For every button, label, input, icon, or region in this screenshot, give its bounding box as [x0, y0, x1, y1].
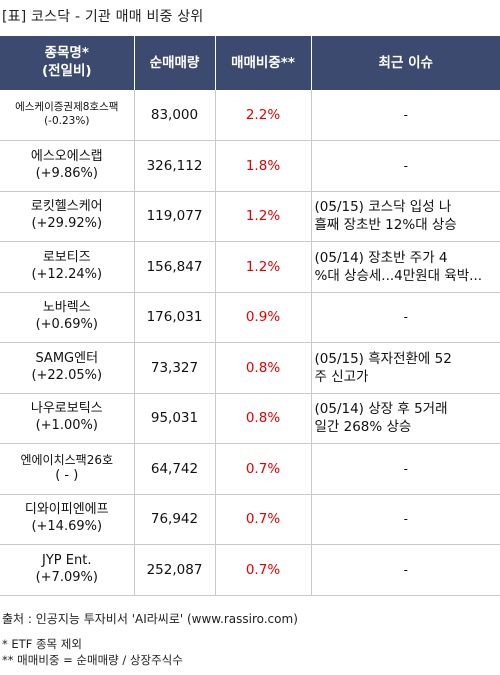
net-volume: 73,327 — [134, 342, 216, 394]
stock-name: 에스오에스랩 — [30, 148, 103, 164]
net-volume: 64,742 — [134, 443, 216, 495]
table-row: 엔에이치스팩26호 ( - ) 64,742 0.7% - — [0, 443, 500, 495]
trading-ratio: 1.2% — [215, 191, 312, 242]
issue-line-2: 주 신고가 — [314, 368, 369, 385]
recent-issue: (05/14) 장초반 주가 4 %대 상승세...4만원대 육박... — [311, 241, 500, 293]
stock-name: SAMG엔터 — [35, 350, 99, 366]
recent-issue: (05/15) 코스닥 입성 나 흘째 장초반 12%대 상승 — [311, 191, 500, 242]
stock-change: (+29.92%) — [31, 216, 103, 232]
page-title: [표] 코스닥 - 기관 매매 비중 상위 — [2, 9, 204, 25]
trading-ratio: 0.8% — [215, 393, 312, 444]
stock-name: JYP Ent. — [42, 552, 92, 568]
trading-ratio: 0.8% — [215, 342, 312, 394]
recent-issue: (05/14) 상장 후 5거래 일간 268% 상승 — [311, 393, 500, 444]
stock-name-cell: 엔에이치스팩26호 ( - ) — [0, 443, 135, 495]
recent-issue: - — [311, 292, 500, 343]
net-volume: 156,847 — [134, 241, 216, 293]
net-volume: 76,942 — [134, 494, 216, 545]
table-row: 에스케이증권제8호스팩 (-0.23%) 83,000 2.2% - — [0, 90, 500, 141]
trading-ratio: 2.2% — [215, 90, 312, 141]
stock-name: 나우로보틱스 — [30, 401, 103, 417]
stock-name-cell: 에스오에스랩 (+9.86%) — [0, 140, 135, 192]
net-volume: 83,000 — [134, 90, 216, 141]
stock-name-cell: 로킷헬스케어 (+29.92%) — [0, 191, 135, 242]
footnote-etf: * ETF 종목 제외 — [2, 637, 82, 651]
stock-name-cell: 에스케이증권제8호스팩 (-0.23%) — [0, 90, 135, 141]
institution-trading-table: 종목명* (전일비) 순매매량 매매비중** 최근 이슈 에스케이증권제8호스팩… — [0, 36, 500, 596]
footnote-ratio: ** 매매비중 = 순매매량 / 상장주식수 — [2, 653, 183, 667]
header-stock-name: 종목명* (전일비) — [0, 36, 135, 90]
recent-issue: (05/15) 흑자전환에 52 주 신고가 — [311, 342, 500, 394]
issue-line-1: (05/15) 흑자전환에 52 — [314, 350, 452, 367]
trading-ratio: 0.9% — [215, 292, 312, 343]
trading-ratio: 1.8% — [215, 140, 312, 192]
header-stock-name-line1: 종목명* — [44, 45, 89, 62]
net-volume: 176,031 — [134, 292, 216, 343]
stock-name-cell: JYP Ent. (+7.09%) — [0, 544, 135, 596]
issue-line-1: (05/14) 상장 후 5거래 — [314, 401, 448, 418]
issue-line-1: - — [403, 512, 408, 527]
header-stock-name-line2: (전일비) — [41, 63, 92, 79]
stock-name: 에스케이증권제8호스팩 — [15, 101, 119, 114]
recent-issue: - — [311, 443, 500, 495]
recent-issue: - — [311, 140, 500, 192]
stock-name: 로킷헬스케어 — [30, 199, 103, 215]
header-recent-issue: 최근 이슈 — [311, 36, 500, 90]
stock-change: (+22.05%) — [31, 367, 103, 383]
table-row: 디와이피엔에프 (+14.69%) 76,942 0.7% - — [0, 494, 500, 545]
trading-ratio: 0.7% — [215, 544, 312, 596]
issue-line-1: - — [403, 562, 408, 577]
issue-line-1: - — [403, 310, 408, 325]
stock-name-cell: 로보티즈 (+12.24%) — [0, 241, 135, 293]
issue-line-1: (05/14) 장초반 주가 4 — [314, 249, 448, 266]
net-volume: 95,031 — [134, 393, 216, 444]
trading-ratio: 0.7% — [215, 494, 312, 545]
recent-issue: - — [311, 494, 500, 545]
table-row: SAMG엔터 (+22.05%) 73,327 0.8% (05/15) 흑자전… — [0, 342, 500, 394]
stock-change: (+1.00%) — [35, 418, 98, 434]
net-volume: 252,087 — [134, 544, 216, 596]
stock-change: (+14.69%) — [31, 519, 103, 535]
stock-name: 노바렉스 — [42, 300, 91, 316]
stock-name: 엔에이치스팩26호 — [20, 452, 114, 467]
stock-name-cell: SAMG엔터 (+22.05%) — [0, 342, 135, 394]
net-volume: 326,112 — [134, 140, 216, 192]
table-row: JYP Ent. (+7.09%) 252,087 0.7% - — [0, 544, 500, 596]
table-row: 에스오에스랩 (+9.86%) 326,112 1.8% - — [0, 140, 500, 192]
recent-issue: - — [311, 544, 500, 596]
stock-change: (+12.24%) — [31, 266, 103, 282]
source-note: 출처 : 인공지능 투자비서 'AI라씨로' (www.rassiro.com) — [2, 612, 298, 626]
table-row: 나우로보틱스 (+1.00%) 95,031 0.8% (05/14) 상장 후… — [0, 393, 500, 444]
issue-line-1: - — [403, 461, 408, 476]
stock-name-cell: 나우로보틱스 (+1.00%) — [0, 393, 135, 444]
issue-line-1: (05/15) 코스닥 입성 나 — [314, 199, 452, 216]
header-trading-ratio: 매매비중** — [215, 36, 312, 90]
issue-line-2: %대 상승세...4만원대 육박... — [314, 267, 483, 284]
issue-line-2: 흘째 장초반 12%대 상승 — [314, 217, 457, 234]
issue-line-2: 일간 268% 상승 — [314, 419, 412, 436]
stock-change: ( - ) — [55, 468, 79, 484]
issue-line-1: - — [403, 107, 408, 122]
header-net-volume: 순매매량 — [134, 36, 216, 90]
table-header-row: 종목명* (전일비) 순매매량 매매비중** 최근 이슈 — [0, 36, 500, 90]
stock-name-cell: 디와이피엔에프 (+14.69%) — [0, 494, 135, 545]
net-volume: 119,077 — [134, 191, 216, 242]
stock-change: (+9.86%) — [35, 165, 98, 181]
issue-line-1: - — [403, 158, 408, 173]
stock-change: (+0.69%) — [35, 317, 98, 333]
table-row: 로보티즈 (+12.24%) 156,847 1.2% (05/14) 장초반 … — [0, 241, 500, 293]
stock-name: 디와이피엔에프 — [24, 502, 109, 518]
stock-name: 로보티즈 — [42, 249, 91, 265]
stock-change: (+7.09%) — [35, 569, 98, 585]
table-row: 로킷헬스케어 (+29.92%) 119,077 1.2% (05/15) 코스… — [0, 191, 500, 242]
recent-issue: - — [311, 90, 500, 141]
table-row: 노바렉스 (+0.69%) 176,031 0.9% - — [0, 292, 500, 343]
trading-ratio: 1.2% — [215, 241, 312, 293]
stock-name-cell: 노바렉스 (+0.69%) — [0, 292, 135, 343]
stock-change: (-0.23%) — [44, 115, 90, 127]
trading-ratio: 0.7% — [215, 443, 312, 495]
